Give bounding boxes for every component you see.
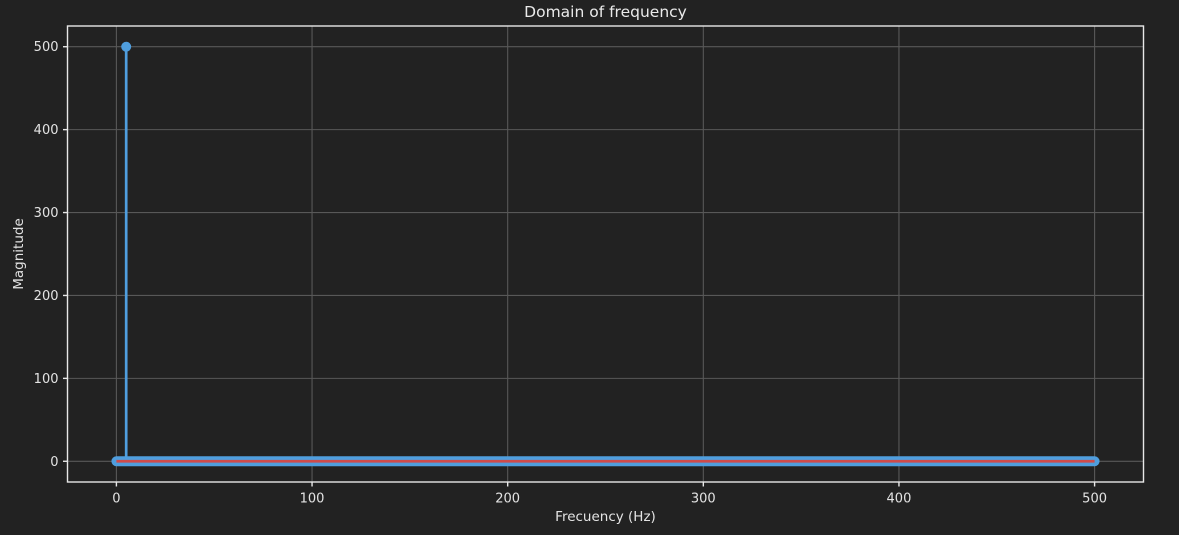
- x-tick-label: 300: [691, 492, 716, 507]
- y-tick-label: 500: [34, 40, 59, 55]
- y-tick-label: 400: [34, 123, 59, 138]
- chart-title: Domain of frequency: [524, 3, 687, 21]
- x-tick-label: 400: [887, 492, 912, 507]
- x-tick-label: 0: [112, 492, 120, 507]
- x-tick-label: 100: [300, 492, 325, 507]
- stem-marker: [121, 41, 132, 52]
- x-tick-label: 200: [495, 492, 520, 507]
- y-tick-label: 300: [34, 206, 59, 221]
- x-axis-label: Frecuency (Hz): [555, 509, 656, 525]
- y-tick-label: 200: [34, 289, 59, 304]
- y-axis-label: Magnitude: [11, 218, 27, 290]
- y-tick-label: 0: [50, 455, 58, 470]
- axes-frame: [66, 25, 1145, 483]
- y-tick-label: 100: [34, 372, 59, 387]
- x-tick-label: 500: [1082, 492, 1107, 507]
